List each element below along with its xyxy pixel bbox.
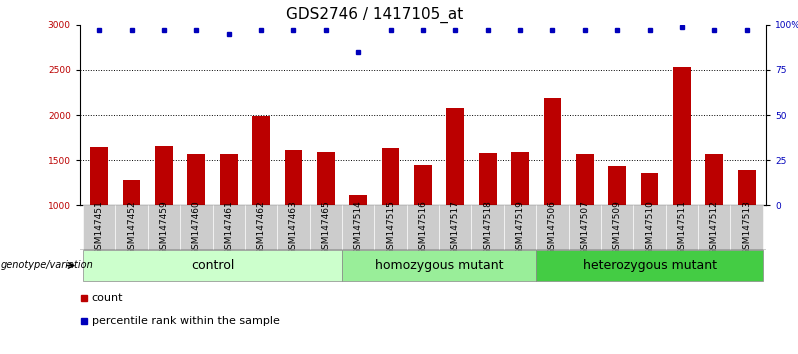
- Bar: [252, 116, 270, 205]
- Text: GSM147507: GSM147507: [580, 200, 589, 255]
- Bar: [479, 153, 496, 205]
- Text: GSM147506: GSM147506: [548, 200, 557, 255]
- Bar: [601, 205, 634, 250]
- Text: GSM147512: GSM147512: [709, 200, 719, 255]
- Text: genotype/variation: genotype/variation: [1, 261, 93, 270]
- Bar: [90, 147, 108, 205]
- Text: GSM147516: GSM147516: [418, 200, 428, 255]
- Bar: [414, 165, 432, 205]
- Text: count: count: [92, 293, 123, 303]
- Bar: [439, 205, 472, 250]
- Text: GSM147518: GSM147518: [483, 200, 492, 255]
- Text: GSM147463: GSM147463: [289, 200, 298, 255]
- Text: GSM147462: GSM147462: [257, 200, 266, 255]
- Text: GSM147509: GSM147509: [613, 200, 622, 255]
- Text: homozygous mutant: homozygous mutant: [375, 259, 504, 272]
- Bar: [342, 250, 536, 281]
- Bar: [374, 205, 407, 250]
- Bar: [634, 205, 666, 250]
- Text: GSM147515: GSM147515: [386, 200, 395, 255]
- Text: GSM147514: GSM147514: [354, 200, 363, 255]
- Bar: [188, 154, 205, 205]
- Bar: [472, 205, 504, 250]
- Bar: [277, 205, 310, 250]
- Bar: [641, 173, 658, 205]
- Bar: [83, 205, 116, 250]
- Text: GSM147517: GSM147517: [451, 200, 460, 255]
- Text: control: control: [191, 259, 234, 272]
- Text: GSM147510: GSM147510: [645, 200, 654, 255]
- Bar: [666, 205, 698, 250]
- Text: percentile rank within the sample: percentile rank within the sample: [92, 316, 279, 326]
- Title: GDS2746 / 1417105_at: GDS2746 / 1417105_at: [286, 7, 464, 23]
- Bar: [212, 205, 245, 250]
- Text: GSM147451: GSM147451: [95, 200, 104, 255]
- Bar: [698, 205, 730, 250]
- Bar: [730, 205, 763, 250]
- Bar: [285, 150, 302, 205]
- Bar: [123, 180, 140, 205]
- Bar: [608, 166, 626, 205]
- Text: GSM147460: GSM147460: [192, 200, 201, 255]
- Bar: [381, 148, 400, 205]
- Bar: [155, 146, 173, 205]
- Bar: [219, 154, 238, 205]
- Bar: [504, 205, 536, 250]
- Bar: [310, 205, 342, 250]
- Bar: [350, 195, 367, 205]
- Bar: [673, 67, 691, 205]
- Text: GSM147513: GSM147513: [742, 200, 751, 255]
- Bar: [576, 154, 594, 205]
- Bar: [116, 205, 148, 250]
- Text: GSM147511: GSM147511: [678, 200, 686, 255]
- Bar: [512, 152, 529, 205]
- Bar: [245, 205, 277, 250]
- Bar: [148, 205, 180, 250]
- Bar: [569, 205, 601, 250]
- Text: GSM147465: GSM147465: [322, 200, 330, 255]
- Bar: [180, 205, 212, 250]
- Bar: [446, 108, 464, 205]
- Bar: [543, 98, 561, 205]
- Text: GSM147519: GSM147519: [516, 200, 524, 255]
- Bar: [407, 205, 439, 250]
- Bar: [705, 154, 723, 205]
- Text: GSM147452: GSM147452: [127, 200, 136, 255]
- Bar: [317, 152, 334, 205]
- Bar: [536, 205, 569, 250]
- Text: GSM147459: GSM147459: [160, 200, 168, 255]
- Bar: [342, 205, 374, 250]
- Text: heterozygous mutant: heterozygous mutant: [583, 259, 717, 272]
- Bar: [83, 250, 342, 281]
- Bar: [738, 170, 756, 205]
- Bar: [536, 250, 763, 281]
- Text: GSM147461: GSM147461: [224, 200, 233, 255]
